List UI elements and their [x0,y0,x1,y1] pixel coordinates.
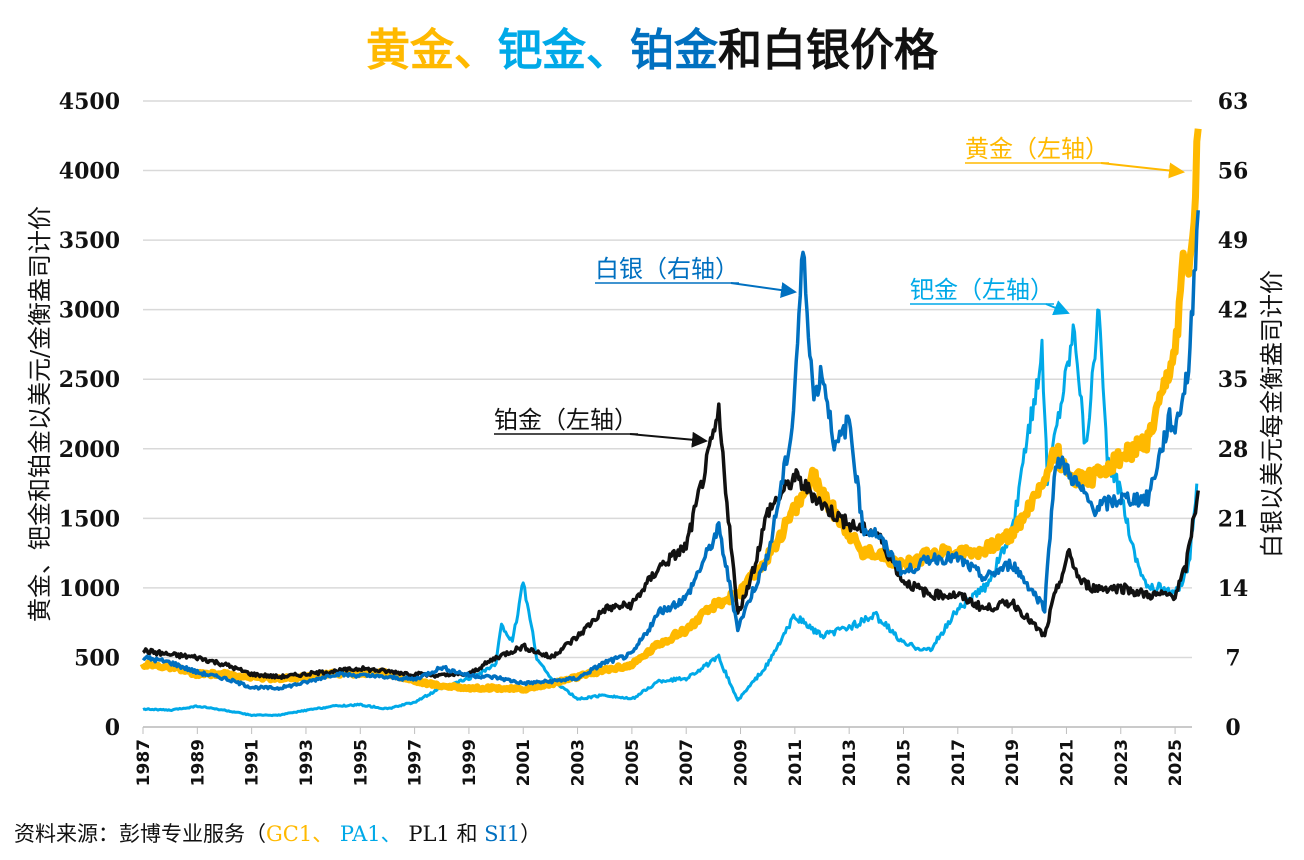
y-tick-right: 56 [1218,159,1249,185]
source-note: 资料来源：彭博专业服务（GC1、 PA1、 PL1 和 SI1） [14,818,541,848]
x-tick-label: 2013 [840,739,860,786]
y-tick-left: 3500 [59,228,120,254]
x-tick-label: 2001 [514,739,534,786]
y-tick-right: 49 [1218,228,1249,254]
x-tick-label: 1995 [351,739,371,786]
y-tick-left: 1000 [59,576,120,602]
source-code: 、 [312,822,340,846]
y-tick-left: 2000 [59,437,120,463]
x-tick-label: 2019 [1003,739,1023,786]
x-tick-label: 2007 [677,739,697,786]
chart-title: 黄金、钯金、铂金和白银价格 [0,14,1304,78]
title-part: 铂金 [630,25,718,76]
source-code: PL1 [408,822,450,846]
title-part: 钯金、 [498,25,630,76]
series-line-silver [141,210,1200,691]
series-line-platinum [141,402,1200,680]
y-tick-left: 0 [105,715,120,741]
y-tick-right: 28 [1218,437,1249,463]
series-line-palladium [142,308,1199,718]
x-tick-label: 2017 [949,739,969,786]
annotation-arrow [629,431,708,448]
annotation-silver: 白银（右轴） [595,255,739,283]
x-tick-label: 1987 [134,739,154,786]
y-tick-right: 0 [1225,715,1240,741]
source-code: SI1 [484,822,521,846]
y-tick-left: 2500 [59,367,120,393]
source-suffix: ） [520,822,542,846]
source-code: GC1 [266,822,313,846]
y-tick-left: 1500 [59,506,120,532]
annotation-arrow [1100,162,1185,179]
x-tick-label: 2011 [786,739,806,786]
y-tick-right: 14 [1218,576,1249,602]
x-tick-label: 2009 [732,739,752,786]
x-tick-label: 1991 [243,739,263,786]
annotation-gold: 黄金（左轴） [965,135,1109,163]
y-axis-label-right: 白银以美元每金衡盎司计价 [1258,270,1286,558]
x-tick-label: 2021 [1057,739,1077,786]
source-code: 、 [380,822,409,846]
y-tick-right: 42 [1218,298,1249,324]
annotation-palladium: 钯金（左轴） [910,276,1054,304]
x-tick-label: 2003 [569,739,589,786]
y-tick-right: 21 [1218,506,1249,532]
title-part: 和白银价格 [718,25,938,76]
annotation-arrow [1045,300,1070,316]
source-code: 和 [449,822,485,846]
x-tick-label: 2023 [1112,739,1132,786]
source-prefix: 资料来源：彭博专业服务（ [14,822,266,846]
title-part: 黄金、 [366,25,498,76]
x-tick-label: 2015 [894,739,914,786]
x-tick-label: 2005 [623,739,643,786]
x-tick-label: 1989 [188,739,208,786]
x-tick-label: 1993 [297,739,317,786]
x-tick-label: 1999 [460,739,480,786]
y-tick-left: 4500 [59,89,120,115]
y-tick-right: 35 [1218,367,1249,393]
y-tick-left: 500 [74,645,120,671]
source-code: PA1 [339,822,381,846]
y-tick-left: 3000 [59,298,120,324]
y-axis-label-left: 黄金、钯金和铂金以美元/金衡盎司计价 [26,206,54,622]
annotation-arrow [730,282,797,298]
x-tick-label: 2025 [1166,739,1186,786]
y-tick-right: 63 [1218,89,1249,115]
y-tick-left: 4000 [59,159,120,185]
x-tick-label: 1997 [406,739,426,786]
y-tick-right: 7 [1225,645,1240,671]
annotation-platinum: 铂金（左轴） [494,406,638,434]
